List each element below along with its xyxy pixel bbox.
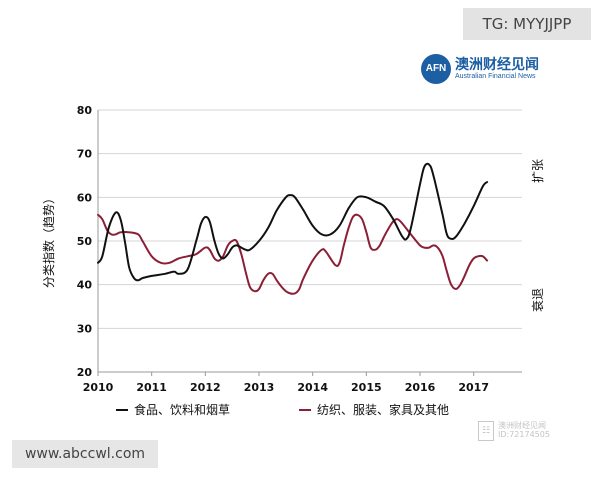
x-tick-label: 2015 [351, 381, 382, 394]
y-tick-label: 40 [77, 279, 93, 292]
legend: 食品、饮料和烟草 纺织、服装、家具及其他 [116, 402, 449, 417]
legend-label-textile: 纺织、服装、家具及其他 [317, 402, 449, 417]
y-axis-label: 分类指数（趋势） [41, 192, 56, 288]
gridlines [98, 109, 522, 373]
y-tick-label: 60 [77, 191, 93, 204]
contraction-annotation: 衰退 [530, 288, 545, 312]
y-tick-label: 80 [77, 104, 93, 117]
series-line-food [97, 162, 489, 282]
x-tick-label: 2016 [405, 381, 436, 394]
brand-name-cn: 澳洲财经见闻 [455, 57, 539, 73]
x-tick-label: 2014 [297, 381, 328, 394]
expansion-annotation: 扩张 [531, 159, 545, 183]
site-url-watermark: www.abccwl.com [12, 440, 158, 468]
x-tick-label: 2011 [136, 381, 167, 394]
y-tick-label: 30 [77, 322, 93, 335]
x-tick-labels: 2010 2011 2012 2013 2014 2015 2016 2017 [83, 381, 489, 394]
x-tick-label: 2013 [244, 381, 275, 394]
corner-watermark: ☷ 澳洲财经见闻 ID:72174505 [478, 420, 588, 442]
legend-label-food: 食品、饮料和烟草 [134, 402, 230, 417]
y-tick-label: 50 [77, 235, 93, 248]
tg-handle-watermark: TG: MYYJJPP [463, 8, 591, 40]
afn-logo-icon: AFN [421, 54, 451, 84]
axes [97, 110, 522, 376]
x-tick-label: 2010 [83, 381, 114, 394]
x-tick-label: 2017 [458, 381, 489, 394]
y-tick-labels: 20 30 40 50 60 70 80 [77, 104, 93, 379]
corner-brand-id: ID:72174505 [498, 430, 550, 439]
series-line-textile [97, 213, 489, 295]
x-tick-label: 2012 [190, 381, 221, 394]
afn-brand: AFN 澳洲财经见闻 Australian Financial News [421, 54, 581, 84]
brand-name-en: Australian Financial News [455, 73, 536, 80]
corner-brand-cn: 澳洲财经见闻 [498, 421, 546, 430]
wechat-badge-icon: ☷ [478, 421, 494, 441]
y-tick-label: 20 [77, 366, 93, 379]
y-tick-label: 70 [77, 148, 93, 161]
series-lines [97, 162, 489, 295]
